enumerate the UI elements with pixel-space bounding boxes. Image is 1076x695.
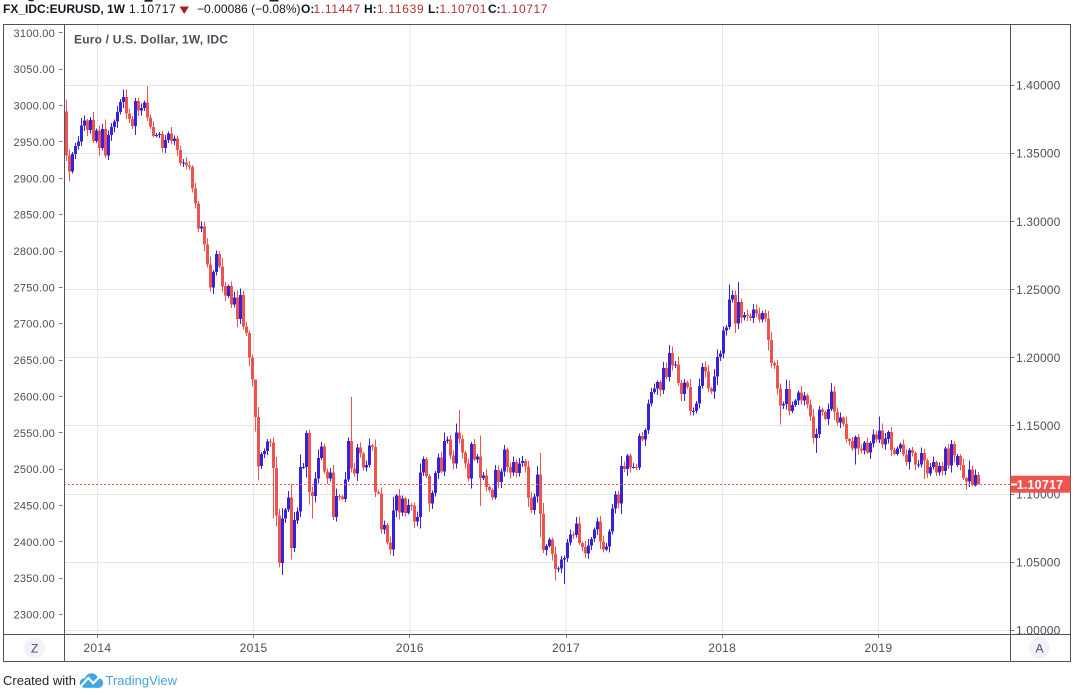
svg-text:C:: C: — [488, 2, 501, 16]
svg-text:3100.00: 3100.00 — [13, 28, 55, 40]
svg-text:2600.00: 2600.00 — [13, 391, 55, 403]
svg-text:1.30000: 1.30000 — [1016, 215, 1061, 229]
svg-text:1.10717: 1.10717 — [1017, 478, 1064, 492]
svg-text:2500.00: 2500.00 — [13, 464, 55, 476]
svg-text:2017: 2017 — [552, 641, 580, 655]
svg-text:−0.00086 (−0.08%): −0.00086 (−0.08%) — [197, 2, 301, 16]
svg-text:2016: 2016 — [396, 641, 424, 655]
svg-text:2700.00: 2700.00 — [13, 319, 55, 331]
svg-text:FX_IDC:EURUSD, 1W: FX_IDC:EURUSD, 1W — [3, 2, 126, 16]
svg-text:1.10717: 1.10717 — [501, 2, 549, 16]
svg-text:2450.00: 2450.00 — [13, 500, 55, 512]
svg-text:2400.00: 2400.00 — [13, 537, 55, 549]
svg-text:2950.00: 2950.00 — [13, 137, 55, 149]
svg-text:Created with: Created with — [3, 673, 76, 688]
svg-text:1.00000: 1.00000 — [1016, 624, 1061, 638]
svg-text:2650.00: 2650.00 — [13, 355, 55, 367]
svg-text:1.10701: 1.10701 — [440, 2, 488, 16]
svg-text:1.40000: 1.40000 — [1016, 79, 1061, 93]
svg-text:O:: O: — [301, 2, 314, 16]
svg-text:1.11447: 1.11447 — [314, 2, 361, 16]
svg-text:2019: 2019 — [864, 641, 892, 655]
svg-text:L:: L: — [428, 2, 439, 16]
svg-text:Z: Z — [31, 642, 38, 656]
svg-text:2014: 2014 — [83, 641, 111, 655]
svg-text:3050.00: 3050.00 — [13, 64, 55, 76]
svg-text:1.15000: 1.15000 — [1016, 419, 1061, 433]
svg-text:2900.00: 2900.00 — [13, 173, 55, 185]
svg-text:1.20000: 1.20000 — [1016, 351, 1061, 365]
svg-text:1.05000: 1.05000 — [1016, 556, 1061, 570]
svg-text:2015: 2015 — [240, 641, 268, 655]
svg-text:2750.00: 2750.00 — [13, 282, 55, 294]
svg-text:1.25000: 1.25000 — [1016, 283, 1061, 297]
svg-text:A: A — [1035, 642, 1043, 656]
svg-text:3000.00: 3000.00 — [13, 101, 55, 113]
svg-text:2800.00: 2800.00 — [13, 246, 55, 258]
svg-text:Euro / U.S. Dollar, 1W, IDC: Euro / U.S. Dollar, 1W, IDC — [74, 33, 228, 47]
svg-text:TradingView: TradingView — [106, 673, 178, 688]
svg-text:H:: H: — [364, 2, 377, 16]
svg-text:2550.00: 2550.00 — [13, 428, 55, 440]
svg-text:2850.00: 2850.00 — [13, 210, 55, 222]
svg-text:1.10717: 1.10717 — [129, 2, 176, 16]
svg-text:2350.00: 2350.00 — [13, 573, 55, 585]
svg-text:1.11639: 1.11639 — [377, 2, 424, 16]
svg-text:2018: 2018 — [708, 641, 736, 655]
svg-text:1.35000: 1.35000 — [1016, 147, 1061, 161]
svg-text:2300.00: 2300.00 — [13, 610, 55, 622]
